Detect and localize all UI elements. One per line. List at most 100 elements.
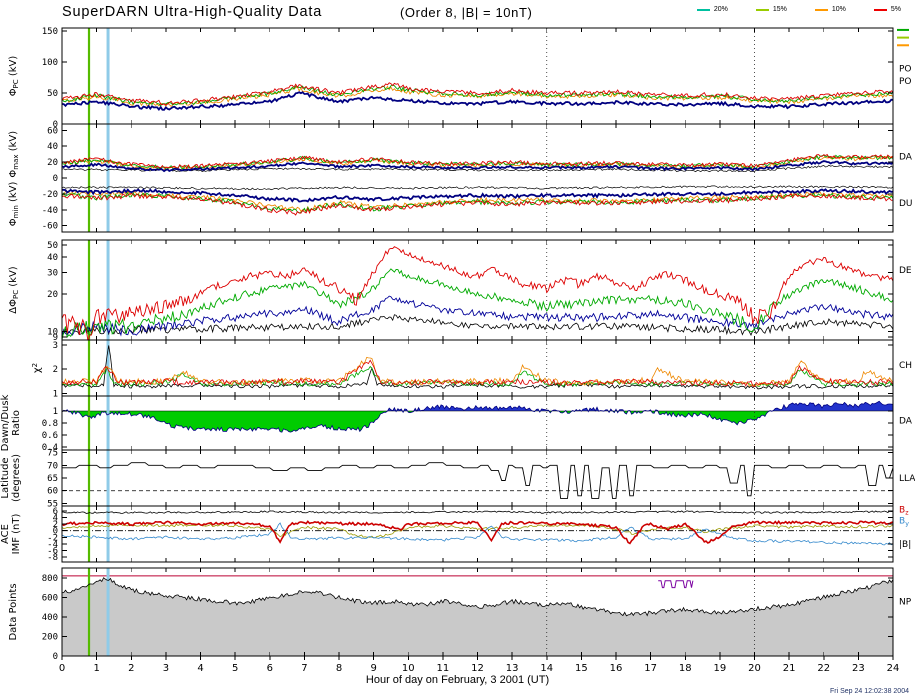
panel-right-label: Bz <box>899 505 909 516</box>
series-dphi-5pct <box>62 246 893 340</box>
series-pc-15pct <box>62 84 893 107</box>
y-tick-label: 0 <box>53 174 58 184</box>
series-max-ref <box>62 164 893 173</box>
y-tick-label: -8 <box>47 553 58 563</box>
x-tick-label: 22 <box>817 663 830 674</box>
series-min-5pct <box>62 192 893 216</box>
legend-item: 10% <box>814 6 846 13</box>
series-max-main <box>62 160 893 173</box>
panel-right-label: PO <box>899 77 912 87</box>
panel-right-label: LLA <box>899 474 915 484</box>
panel-ylabel: Data Points <box>8 583 19 640</box>
x-tick-label: 18 <box>679 663 692 674</box>
y-tick-label: 0 <box>53 120 58 130</box>
y-tick-label: 60 <box>47 126 58 136</box>
y-tick-label: 0 <box>53 527 58 537</box>
y-tick-label: -4 <box>47 540 58 550</box>
y-tick-label: 70 <box>47 461 58 471</box>
x-tick-label: 0 <box>59 663 65 674</box>
panel-phi-max-min <box>62 124 893 232</box>
panel-ylabel: Latitude <box>0 457 11 498</box>
y-tick-label: 2 <box>53 520 58 530</box>
y-tick-label: 30 <box>47 268 58 278</box>
panel-ylabel: ΦPC (kV) <box>8 56 20 97</box>
series-imf-by <box>62 522 893 546</box>
x-tick-label: 15 <box>575 663 588 674</box>
x-tick-label: 10 <box>402 663 415 674</box>
legend-label: 15% <box>772 6 787 13</box>
page-title: SuperDARN Ultra-High-Quality Data <box>62 4 323 20</box>
y-tick-label: 1 <box>53 407 58 417</box>
legend-swatch <box>814 8 828 11</box>
y-tick-label: -60 <box>42 222 58 232</box>
y-tick-label: 20 <box>47 158 58 168</box>
panel-ylabel: χ2 <box>31 363 43 373</box>
panel-data-points <box>62 568 893 656</box>
series-min-10pct <box>62 190 893 213</box>
panel-right-label: DA <box>899 152 913 162</box>
y-tick-label: 3 <box>53 341 58 351</box>
panel-right-label: NP <box>899 597 912 607</box>
x-tick-label: 14 <box>540 663 553 674</box>
y-tick-label: 65 <box>47 474 58 484</box>
y-tick-label: 50 <box>47 89 58 99</box>
panel-ylabel: IMF (nT) <box>11 514 22 555</box>
series-ratio-fill-below <box>62 411 893 433</box>
x-axis-label: Hour of day on February, 3 2001 (UT) <box>365 674 550 686</box>
x-tick-label: 7 <box>301 663 307 674</box>
series-min-main <box>62 188 893 203</box>
x-tick-label: 17 <box>644 663 657 674</box>
y-tick-label: 4 <box>53 514 58 524</box>
panel-frame-latitude <box>61 449 894 507</box>
panel-right-label: |B| <box>899 540 911 550</box>
panel-right-label: DU <box>899 199 913 209</box>
legend-item: 15% <box>755 6 787 13</box>
y-tick-label: -2 <box>47 533 58 543</box>
y-tick-label: 75 <box>47 449 58 459</box>
x-tick-label: 1 <box>93 663 99 674</box>
y-tick-label: -6 <box>47 546 58 556</box>
y-tick-label: 9 <box>53 333 58 343</box>
y-tick-label: 600 <box>42 593 58 603</box>
legend-swatch <box>755 8 769 11</box>
panel-dawn-dusk-ratio <box>62 396 893 450</box>
x-tick-label: 5 <box>232 663 238 674</box>
series-ratio <box>62 400 893 433</box>
y-tick-label: 0 <box>53 652 58 662</box>
series-ratio-fill-above <box>62 401 893 411</box>
y-tick-label: -40 <box>42 206 58 216</box>
series-pc-5pct <box>62 82 893 106</box>
percentile-legend: 20% 15% 10% 5% <box>696 6 901 13</box>
x-tick-label: 13 <box>506 663 519 674</box>
panel-frame-dphi-pc <box>61 239 894 341</box>
x-tick-label: 8 <box>336 663 342 674</box>
x-tick-label: 21 <box>783 663 796 674</box>
series-min-ref <box>62 185 893 191</box>
series-pc-main <box>62 91 893 111</box>
y-tick-label: 2 <box>53 365 58 375</box>
y-tick-label: 150 <box>42 27 58 37</box>
y-tick-label: 1 <box>53 390 58 400</box>
y-tick-label: -20 <box>42 190 58 200</box>
y-tick-label: 100 <box>42 58 58 68</box>
series-latitude <box>62 462 893 499</box>
x-tick-label: 12 <box>471 663 484 674</box>
y-tick-label: 60 <box>47 487 58 497</box>
x-tick-label: 6 <box>267 663 273 674</box>
y-tick-label: 55 <box>47 499 58 509</box>
y-tick-label: 20 <box>47 290 58 300</box>
page-subtitle: (Order 8, |B| = 10nT) <box>400 5 533 20</box>
y-tick-label: 0.6 <box>42 431 58 441</box>
panel-ylabel: Dawn/Dusk <box>0 394 11 451</box>
x-tick-label: 11 <box>437 663 450 674</box>
panel-right-label: CH <box>899 361 912 371</box>
series-npoints <box>62 577 893 617</box>
generated-timestamp: Fri Sep 24 12:02:38 2004 <box>829 688 909 695</box>
x-tick-label: 9 <box>370 663 376 674</box>
x-tick-label: 3 <box>163 663 169 674</box>
panel-ylabel: Φmax (kV) <box>8 131 20 178</box>
panel-latitude <box>62 450 893 506</box>
panel-phi-pc <box>62 28 893 124</box>
y-tick-label: 40 <box>47 253 58 263</box>
